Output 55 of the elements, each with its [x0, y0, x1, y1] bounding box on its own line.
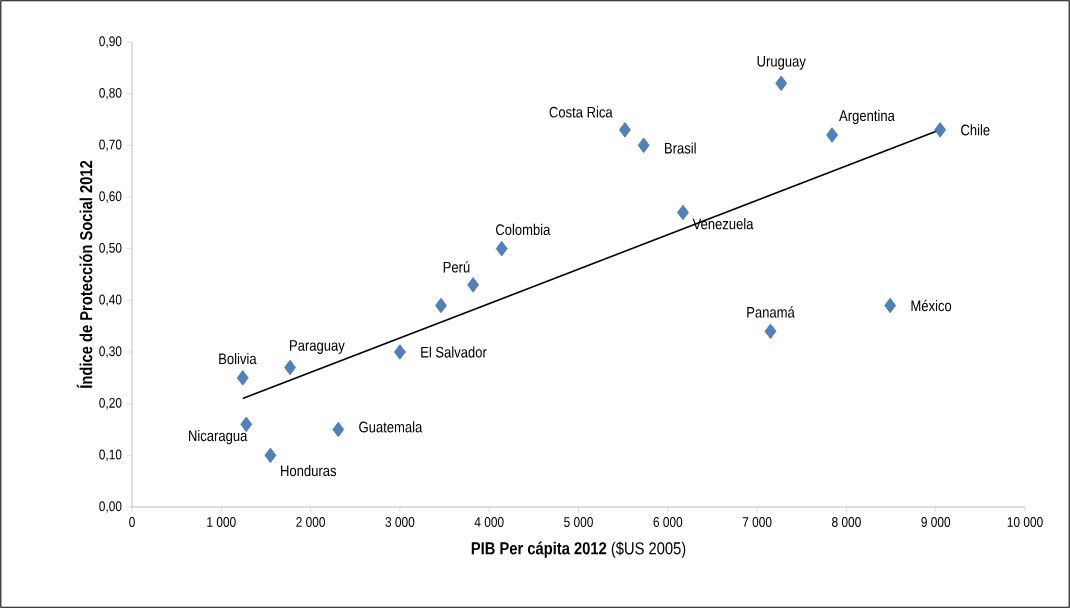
annotation: Paraguay [290, 340, 345, 354]
y-tick-label: 0,60 [99, 191, 122, 203]
x-tick-label: 1 000 [207, 517, 236, 527]
y-tick-label: 0,70 [99, 139, 122, 152]
annotation: Panamá [747, 306, 795, 318]
point [467, 277, 479, 293]
annotation: Bolivia [219, 352, 257, 365]
y-tick-label: 0,90 [99, 36, 122, 48]
x-axis-title: PIB Per cápita 2012 ($US 2005) [471, 541, 686, 558]
y-axis-title: Índice de Protección Social 2012 [76, 160, 93, 388]
annotation: Nicaragua [189, 429, 248, 445]
x-tick-label: 2 000 [296, 517, 326, 527]
y-tick-label: 0,30 [99, 346, 122, 358]
point [884, 297, 897, 314]
x-tick-label: 9 000 [921, 517, 951, 527]
annotation: Costa Rica [549, 106, 613, 118]
x-tick-label: 6 000 [653, 517, 683, 527]
y-tick-label: 0,00 [99, 501, 122, 513]
x-tick-label: 5 000 [564, 517, 593, 527]
point [332, 421, 345, 438]
annotation: México [911, 299, 952, 312]
x-tick-label: 0 [129, 517, 135, 527]
point [435, 297, 447, 314]
x-tick-label: 7 000 [742, 517, 772, 527]
point [775, 75, 788, 92]
x-tick-label: 3 000 [385, 517, 415, 527]
annotation: Chile [961, 124, 990, 136]
point [764, 323, 777, 340]
point [934, 122, 947, 138]
annotation: Uruguay [757, 56, 806, 70]
y-tick-label: 0,10 [99, 449, 122, 462]
annotation: El Salvador [421, 346, 487, 358]
annotation: Argentina [839, 109, 895, 125]
point [236, 370, 249, 386]
y-tick-label: 0,80 [99, 87, 122, 100]
y-tick-label: 0,20 [99, 397, 122, 410]
y-tick-label: 0,50 [99, 242, 122, 255]
point [284, 359, 296, 376]
point [495, 241, 508, 257]
annotation: Colombia [495, 223, 551, 236]
annotation: Brasil [665, 142, 696, 154]
point [677, 204, 689, 221]
annotation: Honduras [281, 464, 337, 477]
x-tick-label: 4 000 [474, 517, 504, 527]
point [264, 447, 277, 464]
x-tick-label: 10 000 [1007, 517, 1043, 527]
x-tick-label: 8 000 [832, 517, 861, 527]
point [637, 137, 650, 154]
annotation: Guatemala [359, 421, 423, 433]
point [394, 344, 406, 360]
annotation: Perú [443, 261, 470, 273]
annotation: Venezuela [692, 218, 754, 230]
y-tick-label: 0,40 [99, 294, 122, 307]
point [826, 127, 838, 143]
point [619, 122, 631, 138]
